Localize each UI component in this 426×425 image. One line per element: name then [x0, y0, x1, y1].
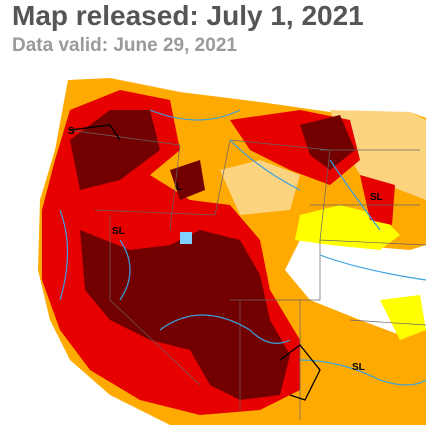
title: Map released: July 1, 2021 — [12, 0, 364, 31]
rivers — [59, 109, 426, 386]
region-d1b — [220, 160, 300, 215]
region-d3c — [360, 175, 395, 225]
region-d4b — [70, 110, 160, 190]
region-d0b — [380, 295, 426, 340]
subtitle: Data valid: June 29, 2021 — [12, 35, 237, 56]
lake — [180, 232, 192, 244]
region-d4d — [170, 160, 205, 200]
impact-label: SL — [352, 362, 365, 373]
region-d4 — [80, 230, 290, 400]
country-border — [69, 124, 321, 401]
impact-label: S — [68, 126, 75, 137]
impact-label: SL — [112, 226, 125, 237]
region-d4c — [300, 115, 355, 170]
region-d1 — [330, 110, 426, 200]
impact-label: L — [176, 182, 182, 193]
drought-map: S L SL SL SL — [38, 78, 426, 425]
impact-label: SL — [370, 192, 383, 203]
